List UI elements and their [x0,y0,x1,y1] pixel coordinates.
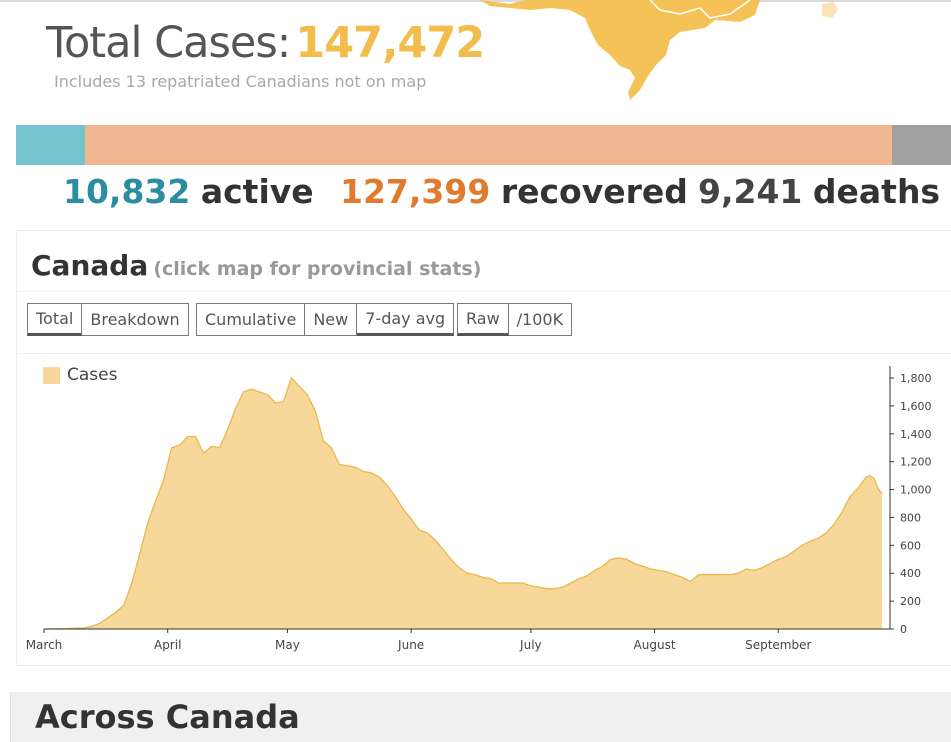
stat-deaths: 9,241 deaths [698,172,940,211]
cases-area-chart: March April May June July August September 0 200… [26,366,932,652]
panel-heading: Canada (click map for provincial stats) [31,249,481,282]
stat-active-label: active [200,172,314,211]
x-tick-label: May [275,638,300,652]
y-tick-label: 400 [900,567,921,580]
cases-line [43,376,883,630]
legend-label-cases: Cases [67,365,118,385]
seven-day-avg-button[interactable]: 7-day avg [357,303,455,336]
y-tick-label: 800 [900,511,921,524]
across-canada-section: Across Canada [10,692,951,742]
panel-divider-chart [17,353,951,354]
raw-button[interactable]: Raw [457,303,509,336]
total-button[interactable]: Total [27,303,83,336]
stat-recovered: 127,399 recovered [340,172,688,211]
y-tick-label: 1,000 [900,484,932,497]
x-tick-label: March [26,638,63,652]
status-segment-deaths [892,125,951,165]
x-tick-label: September [745,638,811,652]
panel-divider-top [17,291,951,292]
canada-map-fragment[interactable] [470,0,951,110]
x-tick-label: June [397,638,424,652]
per-100k-button[interactable]: /100K [508,303,573,336]
breakdown-button[interactable]: Breakdown [82,303,189,336]
x-tick-label: July [519,638,542,652]
total-cases-heading: Total Cases: 147,472 [46,18,485,68]
map-province-atlantic[interactable] [822,2,838,18]
status-segment-recovered [84,125,893,165]
x-tick-label: April [154,638,181,652]
stat-deaths-label: deaths [812,172,941,211]
case-stats: 10,832 active 127,399 recovered 9,241 de… [0,172,951,222]
y-tick-label: 0 [900,623,907,636]
new-button[interactable]: New [305,303,358,336]
panel-hint: (click map for provincial stats) [153,258,482,280]
total-cases-label: Total Cases: [46,18,291,68]
canada-chart-panel: Canada (click map for provincial stats) … [16,230,951,666]
y-tick-label: 200 [900,595,921,608]
stat-recovered-label: recovered [500,172,688,211]
top-border [0,0,951,2]
y-tick-label: 1,400 [900,428,932,441]
cumulative-button[interactable]: Cumulative [196,303,306,336]
cases-area [44,378,883,629]
y-tick-label: 1,600 [900,400,932,413]
y-tick-label: 1,800 [900,372,932,385]
scale-toggle-group: Raw /100K [457,303,573,336]
y-tick-label: 600 [900,539,921,552]
legend-swatch-cases [43,367,60,384]
view-toggle-group: Total Breakdown [27,303,189,336]
total-cases-note: Includes 13 repatriated Canadians not on… [54,72,427,91]
x-tick-label: August [634,638,676,652]
stat-active: 10,832 active [63,172,314,211]
metric-toggle-group: Cumulative New 7-day avg [196,303,455,336]
y-tick-label: 1,200 [900,456,932,469]
total-cases-value: 147,472 [295,18,485,68]
panel-title: Canada [31,249,149,282]
stat-deaths-value: 9,241 [698,172,803,211]
status-segment-active [16,125,85,165]
case-status-bar [16,125,951,165]
across-canada-title: Across Canada [35,698,300,736]
map-province-quebec[interactable] [480,0,760,100]
stat-recovered-value: 127,399 [340,172,491,211]
stat-active-value: 10,832 [63,172,191,211]
